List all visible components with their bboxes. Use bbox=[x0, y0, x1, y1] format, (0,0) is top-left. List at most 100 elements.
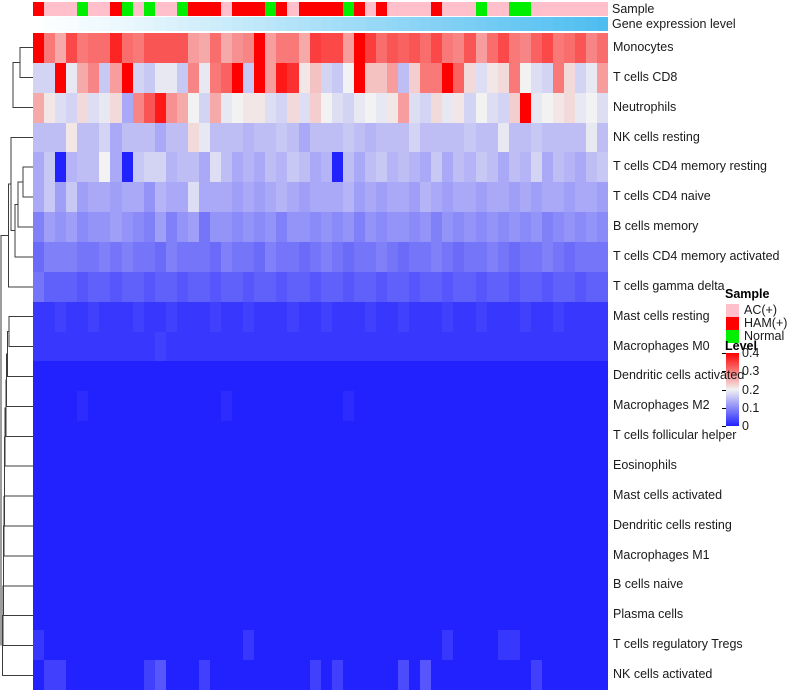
heatmap-cell bbox=[387, 212, 399, 243]
heatmap-cell bbox=[66, 301, 78, 332]
heatmap-cell bbox=[331, 480, 343, 511]
gene-expression-annotation-cell bbox=[276, 17, 288, 31]
heatmap-cell bbox=[420, 301, 432, 332]
heatmap-cell bbox=[309, 391, 321, 422]
heatmap-cell bbox=[364, 361, 376, 392]
heatmap-cell bbox=[597, 242, 609, 272]
heatmap-cell bbox=[342, 391, 354, 422]
heatmap-cell bbox=[287, 271, 299, 302]
heatmap-cell bbox=[497, 122, 509, 153]
heatmap-cell bbox=[66, 630, 78, 661]
heatmap-cell bbox=[431, 510, 443, 541]
heatmap-cell bbox=[398, 301, 410, 332]
heatmap-cell bbox=[420, 570, 432, 601]
heatmap-cell bbox=[99, 212, 111, 243]
heatmap-cell bbox=[254, 570, 266, 601]
heatmap-cell bbox=[409, 391, 421, 422]
sample-annotation-cell bbox=[232, 2, 244, 16]
level-colorbar-tick-label: 0.4 bbox=[742, 346, 760, 360]
heatmap-cell bbox=[121, 451, 133, 481]
heatmap-cell bbox=[154, 600, 166, 631]
heatmap-cell bbox=[387, 242, 399, 272]
heatmap-cell bbox=[309, 242, 321, 272]
heatmap-cell bbox=[586, 451, 598, 481]
heatmap-cell bbox=[276, 301, 288, 332]
heatmap-cell bbox=[77, 182, 89, 213]
heatmap-cell bbox=[265, 391, 277, 422]
heatmap-row-label: T cells follicular helper bbox=[613, 428, 737, 443]
heatmap-cell bbox=[287, 122, 299, 153]
heatmap-cell bbox=[508, 451, 520, 481]
heatmap-cell bbox=[110, 33, 122, 63]
heatmap-cell bbox=[55, 391, 67, 422]
heatmap-cell bbox=[586, 271, 598, 302]
heatmap-cell bbox=[44, 212, 56, 243]
heatmap-cell bbox=[409, 62, 421, 93]
heatmap-cell bbox=[210, 242, 222, 272]
heatmap-cell bbox=[353, 212, 365, 243]
heatmap-cell bbox=[575, 540, 587, 571]
heatmap-cell bbox=[320, 630, 332, 661]
heatmap-cell bbox=[497, 242, 509, 272]
heatmap-cell bbox=[409, 600, 421, 631]
heatmap-cell bbox=[342, 331, 354, 362]
sample-annotation-cell bbox=[597, 2, 609, 16]
sample-annotation-cell bbox=[154, 2, 166, 16]
sample-annotation-cell bbox=[420, 2, 432, 16]
heatmap-cell bbox=[44, 271, 56, 302]
heatmap-cell bbox=[497, 33, 509, 63]
heatmap-cell bbox=[453, 480, 465, 511]
heatmap-cell bbox=[176, 660, 188, 690]
heatmap-cell bbox=[475, 570, 487, 601]
heatmap-cell bbox=[575, 152, 587, 183]
sample-annotation-cell bbox=[375, 2, 387, 16]
heatmap-cell bbox=[586, 570, 598, 601]
heatmap-cell bbox=[342, 182, 354, 213]
heatmap-cell bbox=[265, 660, 277, 690]
heatmap-cell bbox=[198, 480, 210, 511]
heatmap-cell bbox=[519, 271, 531, 302]
sample-annotation-cell bbox=[331, 2, 343, 16]
gene-expression-annotation-cell bbox=[66, 17, 78, 31]
heatmap-cell bbox=[110, 361, 122, 392]
heatmap-cell bbox=[375, 152, 387, 183]
heatmap-cell bbox=[110, 271, 122, 302]
heatmap-cell bbox=[508, 122, 520, 153]
heatmap-cell bbox=[132, 600, 144, 631]
heatmap-cell bbox=[464, 630, 476, 661]
heatmap-cell bbox=[99, 540, 111, 571]
heatmap-cell bbox=[210, 451, 222, 481]
heatmap-cell bbox=[110, 540, 122, 571]
heatmap-cell bbox=[519, 540, 531, 571]
heatmap-cell bbox=[442, 361, 454, 392]
heatmap-cell bbox=[541, 212, 553, 243]
heatmap-row-label: Eosinophils bbox=[613, 458, 677, 473]
heatmap-cell bbox=[508, 630, 520, 661]
level-legend-title: Level bbox=[725, 339, 757, 353]
heatmap-cell bbox=[409, 242, 421, 272]
sample-annotation-cell bbox=[442, 2, 454, 16]
heatmap-cell bbox=[143, 361, 155, 392]
heatmap-cell bbox=[398, 331, 410, 362]
sample-annotation-cell bbox=[298, 2, 310, 16]
heatmap-cell bbox=[276, 600, 288, 631]
heatmap-cell bbox=[530, 182, 542, 213]
gene-expression-annotation-cell bbox=[552, 17, 564, 31]
heatmap-row bbox=[33, 630, 609, 661]
heatmap-cell bbox=[375, 33, 387, 63]
heatmap-cell bbox=[143, 331, 155, 362]
heatmap-cell bbox=[77, 510, 89, 541]
heatmap-cell bbox=[530, 271, 542, 302]
level-colorbar-tick-mark bbox=[722, 371, 726, 372]
heatmap-cell bbox=[132, 510, 144, 541]
heatmap-cell bbox=[320, 242, 332, 272]
level-colorbar-tick-mark bbox=[722, 353, 726, 354]
heatmap-cell bbox=[387, 421, 399, 452]
heatmap-cell bbox=[442, 122, 454, 153]
heatmap-cell bbox=[508, 540, 520, 571]
heatmap-cell bbox=[331, 510, 343, 541]
heatmap-cell bbox=[508, 33, 520, 63]
heatmap-cell bbox=[431, 600, 443, 631]
heatmap-cell bbox=[442, 301, 454, 332]
sample-legend-label: HAM(+) bbox=[744, 316, 788, 330]
